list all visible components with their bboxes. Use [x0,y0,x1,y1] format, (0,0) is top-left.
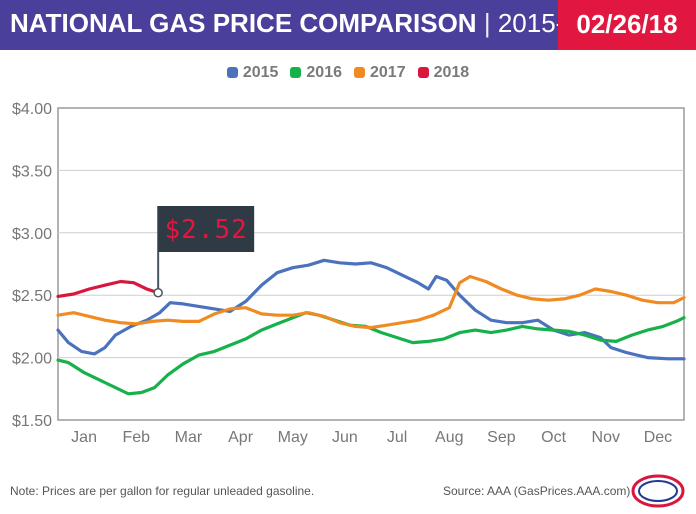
legend-label-2017: 2017 [370,64,406,81]
series-line-2017 [56,274,686,330]
y-tick-label: $3.00 [12,226,52,243]
legend-label-2016: 2016 [306,64,342,81]
source-text: Source: AAA (GasPrices.AAA.com) [443,484,631,498]
date-badge: 02/26/18 [558,0,696,50]
x-tick-label: Aug [435,429,463,446]
series-line-2018 [56,279,160,298]
y-tick-label: $1.50 [12,413,52,430]
x-tick-label: Apr [228,429,254,446]
callout-box [158,206,255,252]
footer: Note: Prices are per gallon for regular … [0,470,696,514]
callout-label: $2.52 [165,215,248,245]
y-tick-label: $2.00 [12,351,52,368]
legend-item-2018: 2018 [417,64,470,82]
legend-swatch-2017 [354,67,365,78]
legend-swatch-2015 [226,67,238,78]
x-tick-label: May [278,429,308,446]
y-tick-label: $3.50 [12,163,52,180]
x-tick-label: Oct [541,429,566,446]
series-line-2015 [56,258,686,361]
title-main: NATIONAL GAS PRICE COMPARISON [10,8,477,38]
legend-swatch-2016 [290,67,302,78]
title-separator: | [483,8,491,38]
line-chart: $1.50 $2.00 $2.50 $3.00 $3.50 $4.00 Jan Feb Mar A… [12,101,686,446]
chart-title: NATIONAL GAS PRICE COMPARISON | 2015-201… [10,8,622,39]
aaa-logo [631,474,685,508]
date-text: 02/26/18 [576,9,678,39]
x-tick-label: Jul [387,429,407,446]
x-tick-label: Dec [644,429,672,446]
x-tick-label: Sep [487,429,516,446]
x-tick-label: Mar [175,429,203,446]
legend-label-2015: 2015 [242,64,279,81]
legend-item-2017: 2017 [354,64,406,82]
chart-legend: 2015 2016 2017 2018 [0,64,696,82]
x-tick-label: Jan [71,429,97,446]
x-tick-label: Jun [332,429,358,446]
legend-item-2015: 2015 [226,64,279,82]
callout-marker [153,287,163,298]
legend-label-2018: 2018 [433,64,470,81]
x-tick-label: Nov [592,429,620,446]
header-bar: NATIONAL GAS PRICE COMPARISON | 2015-201… [0,0,696,50]
footnote: Note: Prices are per gallon for regular … [10,484,315,498]
legend-swatch-2018 [417,67,429,78]
y-tick-label: $4.00 [12,101,52,118]
x-tick-label: Feb [122,429,150,446]
y-tick-label: $2.50 [12,288,52,305]
legend-item-2016: 2016 [290,64,342,82]
